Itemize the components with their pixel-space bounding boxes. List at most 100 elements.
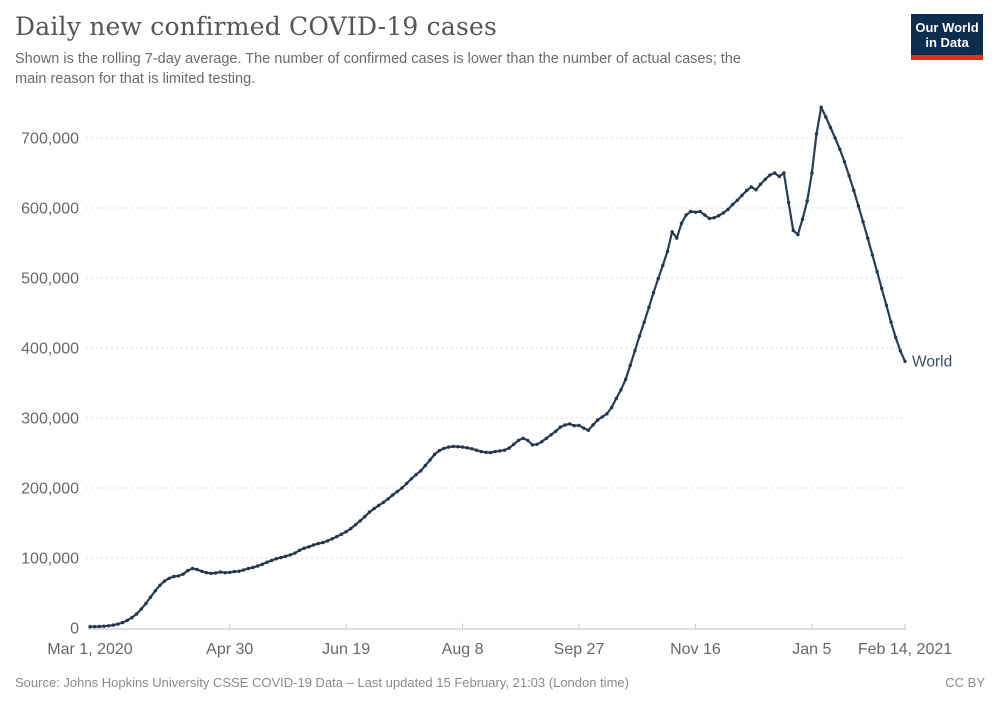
data-point [381, 500, 386, 505]
data-point [125, 618, 129, 623]
y-axis-label: 500,000 [21, 271, 79, 288]
data-point [791, 228, 795, 233]
data-point [446, 445, 451, 449]
chart-svg: 0 100,000 200,000 300,000 400,000 500,000 600,… [21, 105, 952, 658]
data-point [609, 405, 614, 410]
data-point [190, 566, 195, 571]
data-point [428, 458, 432, 462]
data-point [535, 442, 539, 446]
data-point [600, 415, 604, 419]
data-point [810, 171, 814, 175]
data-point [665, 249, 670, 254]
y-axis-label: 300,000 [21, 411, 79, 428]
data-point [628, 363, 632, 368]
data-point [889, 320, 893, 324]
data-point [558, 425, 563, 429]
data-point [288, 553, 292, 557]
data-point [414, 473, 418, 477]
data-point [274, 557, 278, 561]
x-axis-label: Apr 30 [206, 641, 253, 658]
data-point [842, 160, 847, 164]
data-point [582, 426, 586, 430]
data-point [782, 171, 786, 175]
data-point [419, 469, 423, 473]
data-point [358, 519, 362, 523]
data-point [353, 523, 358, 527]
data-point [884, 303, 889, 307]
data-point [717, 214, 721, 218]
data-point [591, 423, 595, 427]
data-point [866, 236, 870, 240]
data-point [763, 177, 767, 181]
data-point [242, 568, 246, 572]
data-point [209, 571, 213, 576]
data-point [605, 412, 609, 416]
data-point [479, 449, 483, 454]
x-axis-label: Mar 1, 2020 [47, 641, 132, 658]
data-point [735, 198, 739, 202]
data-point [903, 359, 907, 363]
data-point [786, 200, 791, 205]
data-point [894, 335, 898, 340]
data-point [456, 445, 460, 449]
data-point [162, 579, 167, 583]
data-point [391, 493, 395, 497]
data-point [130, 615, 134, 620]
data-point [880, 286, 884, 291]
data-point [875, 270, 879, 274]
data-point [675, 236, 679, 240]
source-note: Source: Johns Hopkins University CSSE CO… [15, 675, 629, 690]
x-axis [88, 623, 906, 630]
x-axis-label: Jun 19 [322, 641, 370, 658]
data-point [833, 136, 837, 140]
data-point [870, 253, 875, 257]
data-point [703, 213, 707, 217]
data-point [325, 539, 330, 543]
data-point [330, 537, 334, 541]
data-point [400, 486, 404, 490]
data-point [186, 568, 190, 573]
y-axis-label: 200,000 [21, 481, 79, 498]
data-point [661, 263, 665, 268]
data-point [651, 291, 656, 295]
data-point [512, 442, 516, 446]
data-point [102, 624, 106, 628]
data-point [642, 320, 646, 324]
data-point [707, 216, 712, 221]
data-point [204, 571, 209, 575]
data-point [321, 540, 325, 545]
data-point [134, 612, 139, 616]
data-point [721, 211, 726, 215]
page-title: Daily new confirmed COVID-19 cases [15, 12, 498, 41]
data-point [377, 503, 381, 508]
data-point [335, 534, 339, 539]
data-point [158, 583, 162, 587]
data-point [437, 448, 441, 453]
data-point [754, 188, 758, 192]
data-point [228, 570, 232, 575]
data-point [852, 188, 856, 193]
data-point [460, 445, 465, 449]
y-axis-label: 100,000 [21, 551, 79, 568]
data-point [526, 438, 530, 443]
y-axis-label: 700,000 [21, 131, 79, 148]
license-link[interactable]: CC BY [945, 675, 985, 690]
data-point [772, 171, 777, 175]
data-point [144, 601, 148, 606]
data-point [656, 277, 660, 281]
x-axis-label: Feb 14, 2021 [858, 641, 952, 658]
data-point [106, 624, 111, 628]
data-point [246, 566, 250, 571]
owid-logo[interactable]: Our World in Data [911, 14, 983, 60]
owid-logo-red-bar [911, 55, 983, 60]
data-point [302, 546, 306, 550]
data-point [316, 541, 320, 546]
data-point [805, 199, 809, 203]
data-point [111, 623, 116, 627]
data-point [237, 569, 241, 573]
data-point [712, 216, 716, 220]
data-point [684, 213, 688, 217]
owid-logo-line1: Our World [915, 20, 979, 35]
data-point [679, 221, 684, 226]
